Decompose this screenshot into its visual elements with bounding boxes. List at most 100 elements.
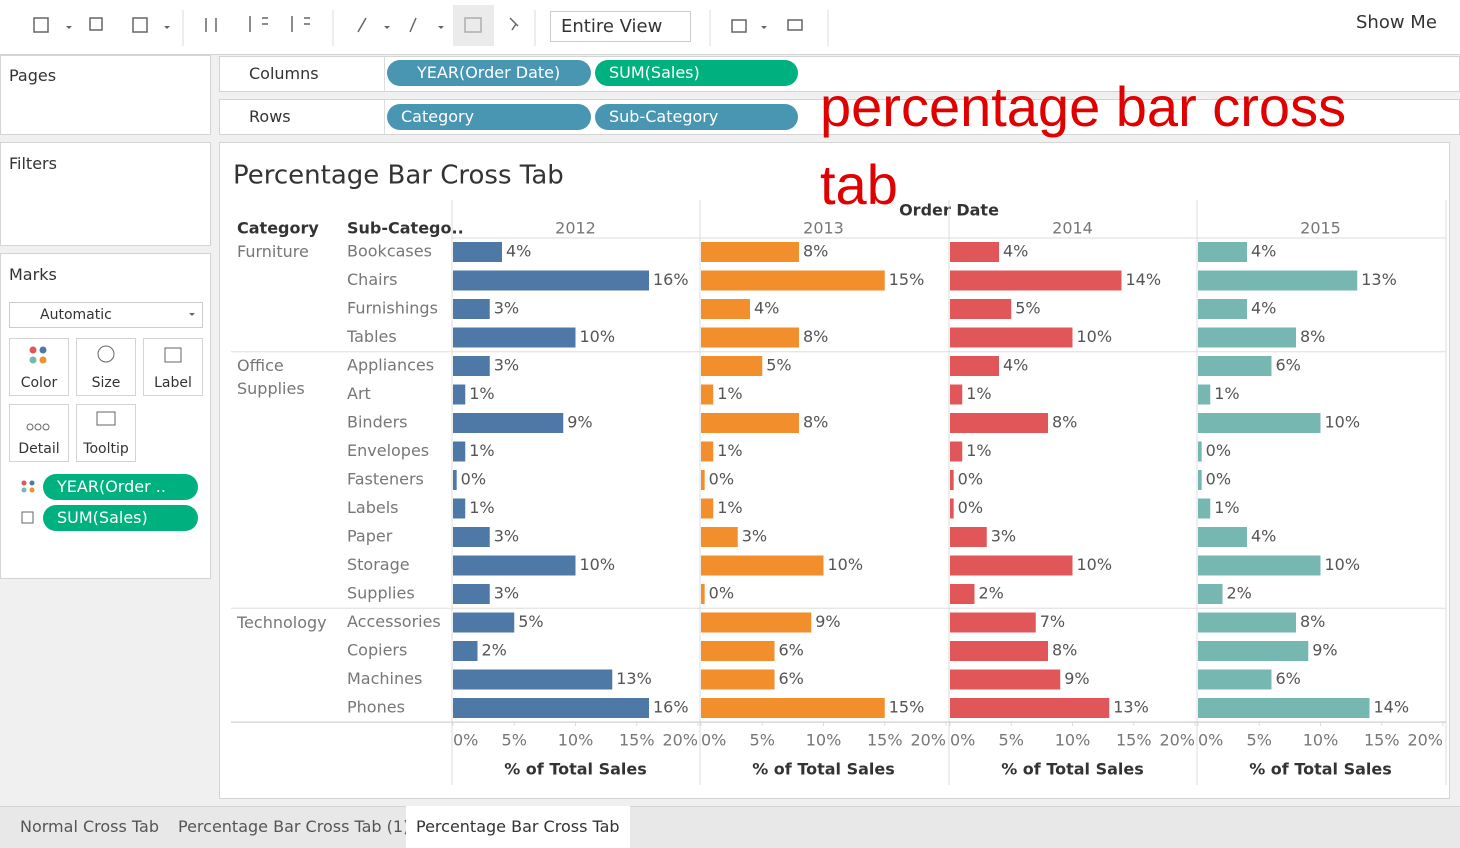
sub-category-label: Accessories xyxy=(347,612,441,631)
value-label: 10% xyxy=(828,555,864,574)
value-label: 13% xyxy=(1361,270,1397,289)
category-label: Technology xyxy=(237,612,327,632)
bar xyxy=(1198,327,1296,348)
value-label: 1% xyxy=(717,441,742,460)
value-label: 0% xyxy=(461,470,486,489)
sub-category-label: Paper xyxy=(347,527,393,546)
shelf-pill[interactable]: Sub-Category xyxy=(595,104,798,130)
value-label: 8% xyxy=(803,413,828,432)
divider xyxy=(384,100,385,134)
view-dropdown[interactable]: Entire View xyxy=(550,11,691,42)
tooltip-button[interactable]: Tooltip xyxy=(76,404,136,462)
bar xyxy=(701,584,705,604)
sub-category-label: Phones xyxy=(347,698,405,717)
bar xyxy=(453,441,466,462)
bar xyxy=(453,612,515,633)
value-label: 1% xyxy=(717,498,742,517)
year-header: 2012 xyxy=(555,219,596,238)
value-label: 15% xyxy=(889,270,925,289)
shelf-label: Rows xyxy=(249,107,291,126)
bar xyxy=(701,555,824,576)
label-button[interactable]: Label xyxy=(143,338,203,396)
bar xyxy=(701,441,714,462)
x-tick-label: 15% xyxy=(619,731,655,750)
chart-title: Percentage Bar Cross Tab xyxy=(233,161,564,191)
bar xyxy=(453,242,502,262)
marks-pill[interactable]: YEAR(Order .. xyxy=(43,474,198,500)
x-tick-label: 15% xyxy=(1116,731,1152,750)
bar xyxy=(1198,299,1247,319)
value-label: 15% xyxy=(889,698,925,717)
bar xyxy=(950,470,954,490)
value-label: 0% xyxy=(1206,441,1231,460)
shelf-pill[interactable]: SUM(Sales) xyxy=(595,60,798,86)
marks-pill[interactable]: SUM(Sales) xyxy=(43,505,198,531)
columns-shelf: Columns YEAR(Order Date) SUM(Sales) xyxy=(219,56,1460,92)
value-label: 0% xyxy=(709,584,734,603)
bar xyxy=(950,356,999,376)
bar xyxy=(950,555,1073,576)
bar xyxy=(950,498,954,519)
color-button[interactable]: Color xyxy=(9,338,69,396)
value-label: 14% xyxy=(1126,270,1162,289)
value-label: 4% xyxy=(1003,356,1028,375)
x-tick-label: 10% xyxy=(1055,731,1091,750)
sheet-tab[interactable]: Percentage Bar Cross Tab xyxy=(406,806,630,848)
bar xyxy=(701,641,775,661)
value-label: 0% xyxy=(958,470,983,489)
value-label: 14% xyxy=(1374,698,1410,717)
x-tick-label: 0% xyxy=(1198,731,1223,750)
bar xyxy=(1198,698,1370,718)
bar xyxy=(701,384,714,405)
value-label: 1% xyxy=(1214,384,1239,403)
panel-title: Filters xyxy=(9,154,57,173)
value-label: 10% xyxy=(1077,555,1113,574)
toolbar: Entire View Show Me xyxy=(0,0,1460,55)
marks-panel: Marks Automatic Color Size Label Detail … xyxy=(0,253,211,579)
value-label: 13% xyxy=(1113,698,1149,717)
filters-panel: Filters xyxy=(0,142,211,246)
bar xyxy=(1198,669,1272,690)
shelf-pill[interactable]: Category xyxy=(387,104,591,130)
value-label: 13% xyxy=(616,669,652,688)
x-tick-label: 5% xyxy=(502,731,527,750)
value-label: 9% xyxy=(1064,669,1089,688)
value-label: 7% xyxy=(1040,612,1065,631)
bar xyxy=(701,698,885,718)
value-label: 3% xyxy=(742,527,767,546)
sheet-tab[interactable]: Percentage Bar Cross Tab (1) xyxy=(178,817,410,836)
value-label: 6% xyxy=(1276,669,1301,688)
size-button[interactable]: Size xyxy=(76,338,136,396)
bar xyxy=(701,498,714,519)
sub-category-label: Storage xyxy=(347,555,410,574)
show-me[interactable]: Show Me xyxy=(1356,12,1437,33)
bar xyxy=(453,470,457,490)
bar xyxy=(701,470,705,490)
sheet-tab[interactable]: Normal Cross Tab xyxy=(20,817,160,836)
bar xyxy=(950,441,963,462)
x-tick-label: 20% xyxy=(910,731,946,750)
bar xyxy=(453,527,490,547)
value-label: 6% xyxy=(779,669,804,688)
value-label: 10% xyxy=(1325,555,1361,574)
value-label: 4% xyxy=(1251,299,1276,318)
mark-type[interactable]: Automatic xyxy=(9,302,203,328)
x-axis-title: % of Total Sales xyxy=(1249,760,1392,779)
detail-button[interactable]: Detail xyxy=(9,404,69,462)
bar xyxy=(950,669,1061,690)
value-label: 1% xyxy=(469,441,494,460)
bar xyxy=(1198,356,1272,376)
x-tick-label: 10% xyxy=(806,731,842,750)
sub-category-label: Binders xyxy=(347,413,407,432)
divider xyxy=(384,57,385,91)
value-label: 5% xyxy=(518,612,543,631)
value-label: 8% xyxy=(1300,612,1325,631)
chart: Percentage Bar Cross Tab Order Date Cate… xyxy=(231,161,1447,785)
bar xyxy=(453,641,478,661)
x-tick-label: 15% xyxy=(1364,731,1400,750)
value-label: 4% xyxy=(1251,527,1276,546)
bar xyxy=(950,413,1048,433)
shelf-pill[interactable]: YEAR(Order Date) xyxy=(387,60,591,86)
bar xyxy=(950,270,1122,291)
panel-title: Marks xyxy=(9,265,57,284)
